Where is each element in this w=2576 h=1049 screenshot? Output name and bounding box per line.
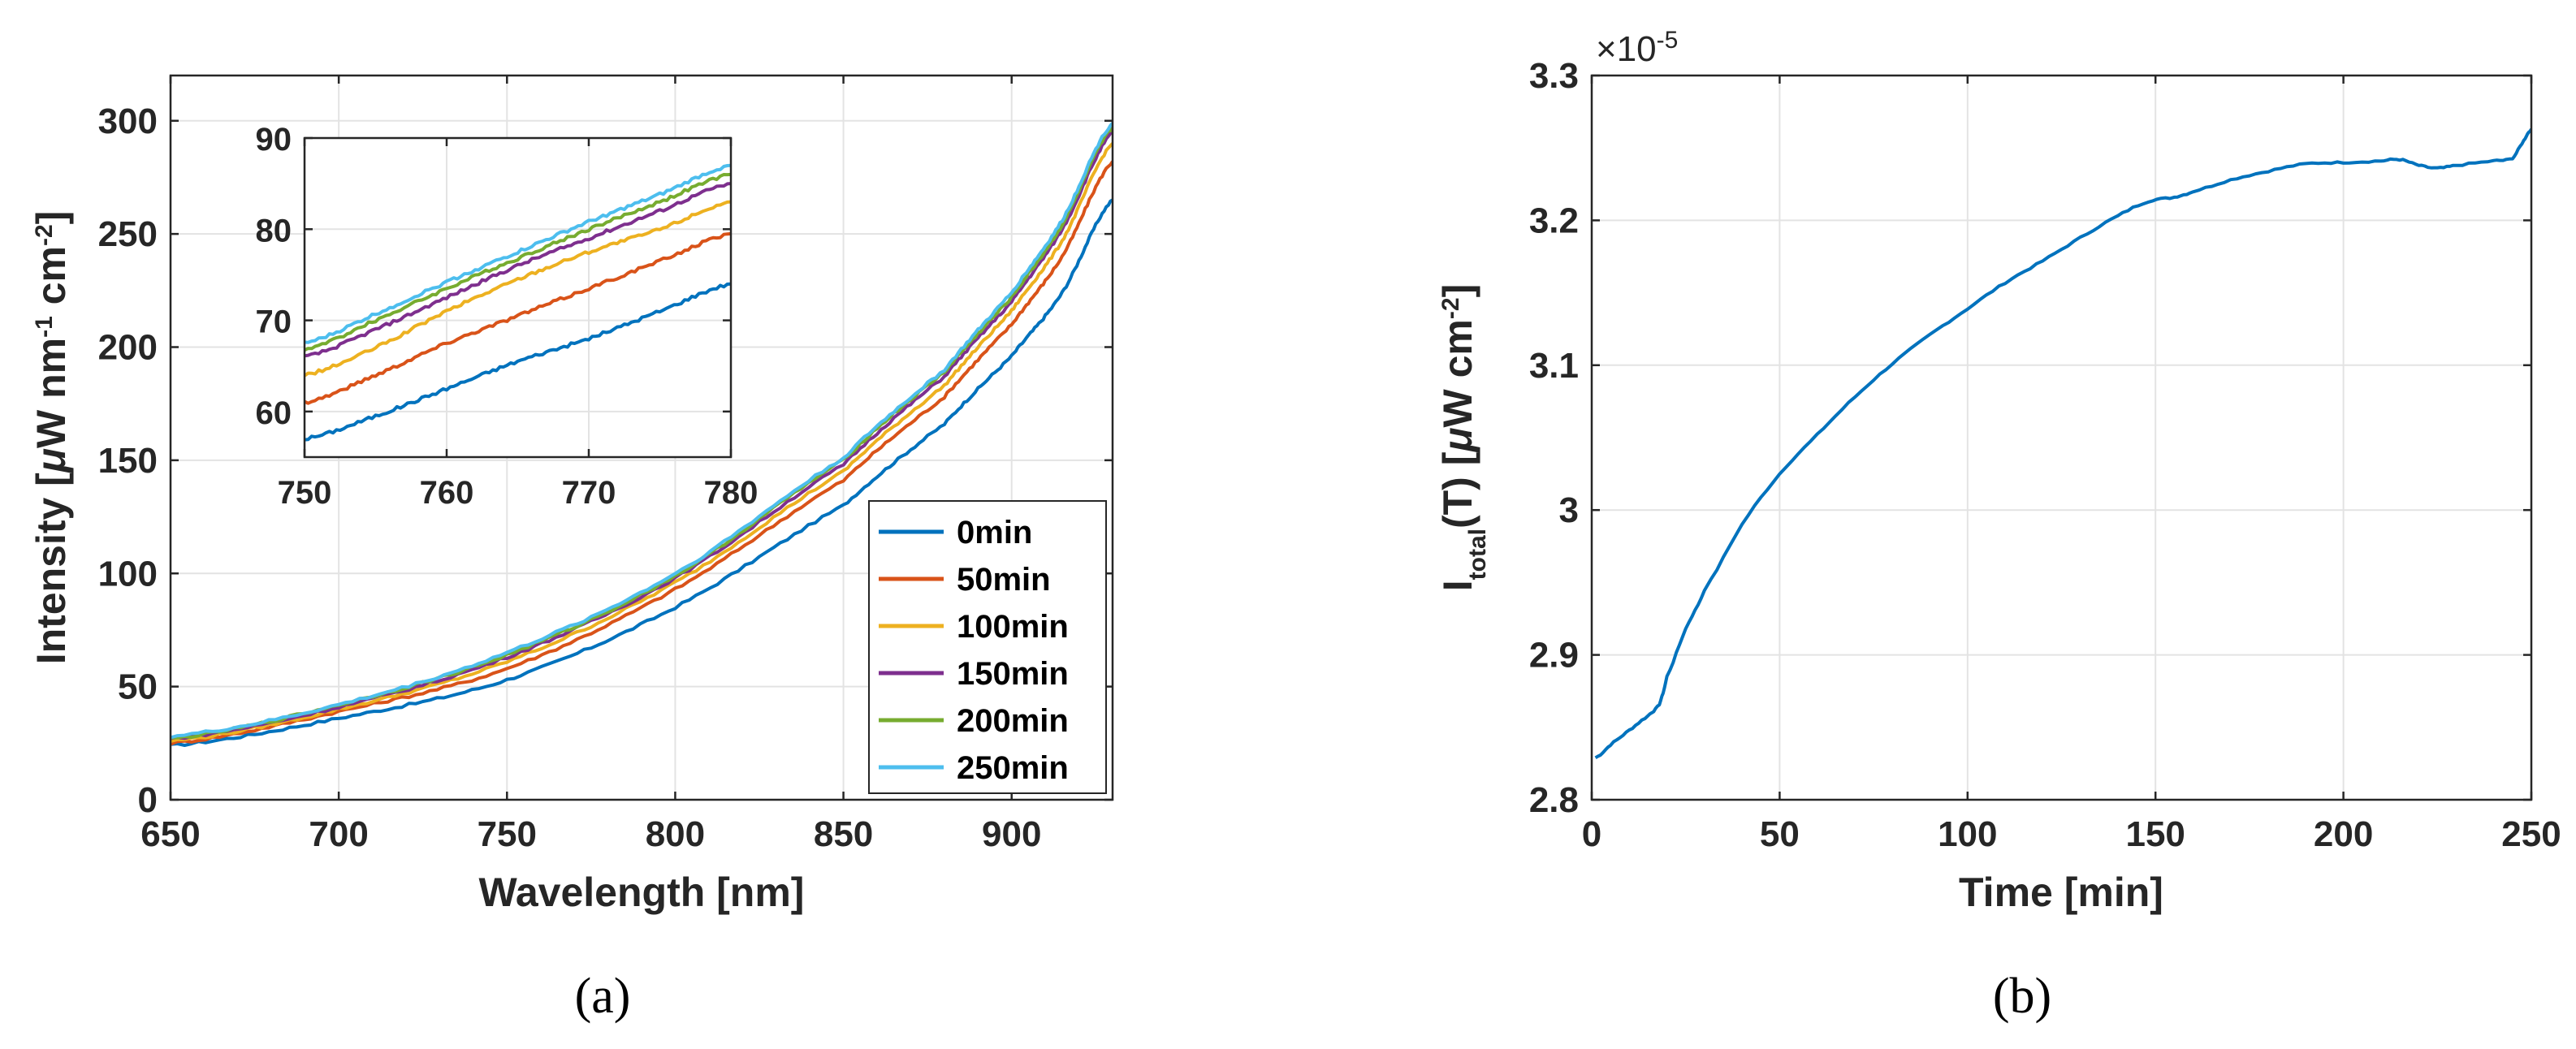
panel-b-ylabel-mu: μ bbox=[1435, 427, 1480, 453]
panel-b-ylabel-part-6: ] bbox=[1435, 284, 1480, 298]
panel-a-x-tick-label: 850 bbox=[814, 814, 873, 854]
inset-series-line-250min bbox=[305, 163, 731, 344]
legend-label-100min: 100min bbox=[957, 609, 1069, 645]
panel-b-axes-frame bbox=[1590, 74, 2533, 801]
panel-a-axes-frame bbox=[169, 74, 1114, 801]
panel-b-x-tick-label: 200 bbox=[2314, 814, 2373, 854]
panel-a-ylabel-part-6: ] bbox=[28, 211, 74, 225]
panel-b-total-intensity-chart: 0 50 100 150 200 250 2.8 2.9 3 3.1 3.2 3.3 ×10-5 Ti… bbox=[1435, 27, 2561, 1025]
panel-a-inset-chart: 750 760 770 780 60 70 80 90 bbox=[256, 122, 759, 511]
inset-y-tick-label: 70 bbox=[256, 304, 292, 340]
panel-a-x-tick-label: 800 bbox=[646, 814, 705, 854]
panel-a-y-tick-label: 100 bbox=[98, 554, 158, 594]
panel-b-caption: (b) bbox=[1993, 969, 2051, 1024]
inset-series-line-100min bbox=[305, 200, 731, 378]
panel-a-x-tick-label: 750 bbox=[478, 814, 537, 854]
legend-label-200min: 200min bbox=[957, 703, 1069, 739]
inset-series-line-200min bbox=[305, 172, 731, 352]
inset-y-tick-label: 90 bbox=[256, 122, 292, 158]
panel-a-ylabel-part-0: Intensity [ bbox=[28, 473, 74, 664]
inset-series-line-150min bbox=[305, 182, 731, 358]
panel-b-exponent-base: ×10 bbox=[1596, 29, 1657, 69]
panel-a-y-tick-label: 50 bbox=[118, 667, 158, 707]
panel-b-x-tick-label: 150 bbox=[2125, 814, 2185, 854]
panel-b-y-tick-label: 2.8 bbox=[1529, 780, 1579, 820]
panel-b-x-tick-label: 50 bbox=[1760, 814, 1800, 854]
panel-a-x-tick-label: 650 bbox=[140, 814, 200, 854]
legend-label-0min: 0min bbox=[957, 515, 1032, 550]
panel-b-y-tick-label: 3.3 bbox=[1529, 56, 1579, 96]
legend-label-150min: 150min bbox=[957, 656, 1069, 692]
series-line-I_total bbox=[1594, 127, 2531, 760]
inset-series-line-0min bbox=[305, 282, 731, 442]
inset-series-line-50min bbox=[305, 231, 731, 405]
panel-a-legend: 0min 50min 100min 150min 200min 250min bbox=[868, 500, 1107, 794]
panel-a-x-tick-label: 900 bbox=[982, 814, 1041, 854]
inset-ticks: 750 760 770 780 60 70 80 90 bbox=[256, 122, 759, 511]
panel-b-y-tick-label: 2.9 bbox=[1529, 636, 1579, 676]
panel-b-ylabel-part-4: W cm bbox=[1435, 319, 1480, 427]
series-line-100min bbox=[171, 142, 1113, 743]
inset-background bbox=[305, 138, 731, 457]
panel-b-y-axis-label: Itotal(T) [μW cm-2] bbox=[1435, 284, 1491, 591]
panel-b-x-axis-label: Time [min] bbox=[1959, 870, 2163, 915]
panel-a-spectra-chart: 650 700 750 800 850 900 0 50 100 150 200 250 300 Wav… bbox=[28, 74, 1114, 1024]
inset-x-tick-label: 770 bbox=[562, 475, 616, 511]
panel-a-ylabel-mu: μ bbox=[28, 448, 74, 474]
panel-a-ylabel-sup-2: -2 bbox=[31, 224, 58, 246]
panel-b-ylabel-part-0: I bbox=[1435, 580, 1480, 591]
inset-x-tick-label: 760 bbox=[420, 475, 474, 511]
inset-y-tick-label: 60 bbox=[256, 395, 292, 431]
panel-b-ylabel-part-2: (T) [ bbox=[1435, 451, 1480, 529]
series-line-250min bbox=[171, 122, 1113, 740]
panel-b-series-line bbox=[1594, 127, 2531, 760]
panel-a-y-axis-label: Intensity [μW nm-1 cm-2] bbox=[28, 211, 74, 665]
panel-a-x-tick-label: 700 bbox=[309, 814, 368, 854]
panel-b-grid bbox=[1591, 75, 2532, 801]
panel-b-x-tick-label: 0 bbox=[1582, 814, 1601, 854]
legend-label-250min: 250min bbox=[957, 750, 1069, 786]
series-line-0min bbox=[171, 198, 1113, 747]
panel-b-y-tick-label: 3 bbox=[1559, 490, 1579, 530]
inset-x-tick-label: 750 bbox=[278, 475, 332, 511]
panel-a-y-tick-label: 200 bbox=[98, 328, 158, 368]
panel-a-ylabel-part-4: cm bbox=[28, 246, 74, 316]
panel-b-y-tick-label: 3.2 bbox=[1529, 201, 1579, 240]
inset-series-lines bbox=[305, 163, 731, 442]
panel-a-caption: (a) bbox=[575, 969, 631, 1024]
panel-b-x-tick-label: 100 bbox=[1938, 814, 1997, 854]
inset-axes-frame bbox=[303, 136, 733, 459]
panel-a-y-tick-label: 150 bbox=[98, 441, 158, 481]
legend-box bbox=[868, 500, 1107, 794]
panel-b-x-tick-label: 250 bbox=[2501, 814, 2561, 854]
inset-x-tick-label: 780 bbox=[704, 475, 759, 511]
panel-a-ticks: 650 700 750 800 850 900 0 50 100 150 200 250 300 bbox=[98, 76, 1113, 854]
panel-a-series-lines bbox=[171, 122, 1113, 747]
panel-a-ylabel-sup-1: -1 bbox=[31, 316, 58, 338]
panel-b-exponent-label: ×10-5 bbox=[1596, 27, 1678, 70]
panel-a-ylabel-part-2: W nm bbox=[28, 338, 74, 448]
panel-b-ylabel-sup: -2 bbox=[1437, 297, 1464, 319]
legend-label-50min: 50min bbox=[957, 562, 1051, 598]
series-line-50min bbox=[171, 160, 1113, 746]
panel-b-ylabel-sub: total bbox=[1464, 529, 1491, 580]
panel-b-y-tick-label: 3.1 bbox=[1529, 346, 1579, 386]
panel-b-ticks: 0 50 100 150 200 250 2.8 2.9 3 3.1 3.2 3.3 bbox=[1529, 56, 2561, 854]
panel-a-y-tick-label: 250 bbox=[98, 214, 158, 254]
panel-a-x-axis-label: Wavelength [nm] bbox=[479, 870, 805, 915]
panel-a-y-tick-label: 300 bbox=[98, 101, 158, 141]
panel-a-y-tick-label: 0 bbox=[138, 780, 158, 820]
legend-items: 0min 50min 100min 150min 200min 250min bbox=[879, 515, 1069, 786]
panel-b-exponent-power: -5 bbox=[1657, 27, 1679, 54]
inset-y-tick-label: 80 bbox=[256, 213, 292, 248]
